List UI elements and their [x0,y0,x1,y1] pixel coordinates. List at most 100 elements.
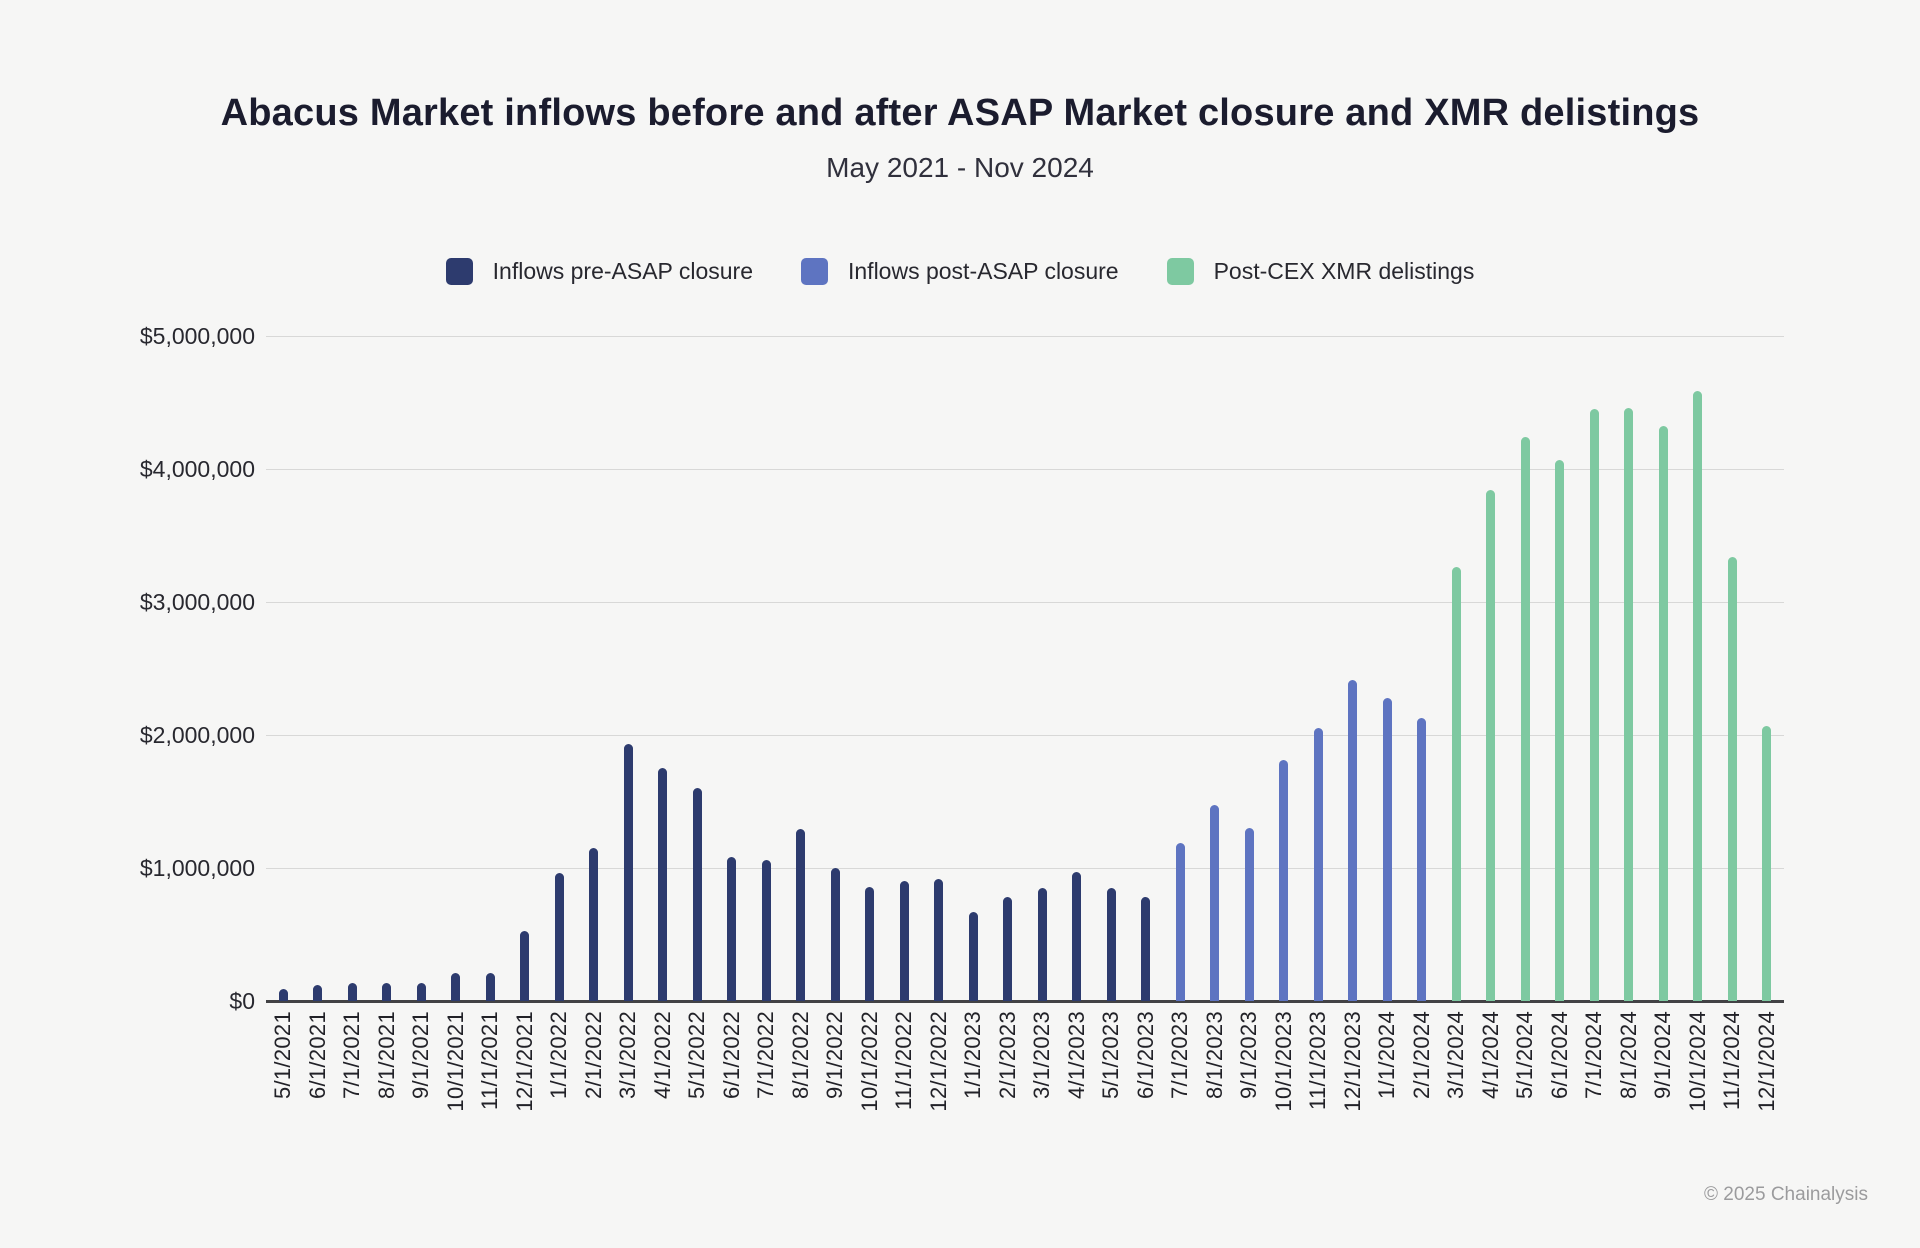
legend-swatch-pre-asap [445,258,473,285]
x-tick-12-1-2022: 12/1/2022 [926,1011,952,1141]
y-tick-label: $0 [229,988,255,1014]
x-tick-label: 4/1/2022 [649,1011,675,1100]
x-tick-4-1-2022: 4/1/2022 [650,1011,676,1141]
bar-12-1-2021 [520,930,530,1001]
x-tick-1-1-2022: 1/1/2022 [546,1011,572,1141]
x-tick-3-1-2022: 3/1/2022 [615,1011,641,1141]
x-tick-label: 2/1/2023 [994,1011,1020,1100]
legend-swatch-xmr-delistings [1166,258,1194,285]
bar-6-1-2022 [727,857,737,1001]
bar-12-1-2023 [1348,680,1358,1001]
x-tick-9-1-2024: 9/1/2024 [1650,1011,1676,1141]
x-tick-label: 6/1/2022 [718,1011,744,1100]
x-tick-11-1-2024: 11/1/2024 [1719,1011,1745,1141]
x-tick-5-1-2024: 5/1/2024 [1512,1011,1538,1141]
bar-10-1-2022 [865,886,875,1001]
x-tick-label: 10/1/2024 [1684,1011,1710,1112]
x-tick-label: 10/1/2023 [1270,1011,1296,1112]
x-tick-8-1-2024: 8/1/2024 [1616,1011,1642,1141]
x-tick-1-1-2023: 1/1/2023 [960,1011,986,1141]
x-tick-11-1-2022: 11/1/2022 [891,1011,917,1141]
x-tick-label: 12/1/2022 [925,1011,951,1112]
bar-4-1-2024 [1486,490,1496,1001]
x-tick-label: 7/1/2021 [339,1011,365,1100]
bar-1-1-2022 [554,873,564,1001]
bar-2-1-2022 [589,848,599,1001]
gridline-2m [266,735,1784,736]
x-tick-9-1-2023: 9/1/2023 [1236,1011,1262,1141]
legend-swatch-post-asap [801,258,828,285]
x-tick-label: 1/1/2022 [546,1011,572,1100]
x-tick-label: 11/1/2021 [477,1011,503,1110]
x-tick-6-1-2022: 6/1/2022 [719,1011,745,1141]
gridline-4m [266,469,1784,470]
x-tick-label: 1/1/2023 [960,1011,986,1100]
bar-4-1-2023 [1072,871,1082,1001]
bar-11-1-2023 [1313,728,1323,1001]
bar-2-1-2024 [1417,717,1427,1001]
x-tick-label: 2/1/2022 [580,1011,606,1100]
bar-7-1-2024 [1589,409,1599,1001]
chart-subtitle: May 2021 - Nov 2024 [826,152,1094,183]
x-tick-label: 12/1/2023 [1339,1011,1365,1112]
bar-1-1-2023 [968,911,978,1001]
bar-3-1-2023 [1037,887,1047,1001]
x-tick-9-1-2022: 9/1/2022 [822,1011,848,1141]
gridline-1m [266,868,1784,869]
bar-6-1-2021 [313,985,323,1001]
x-tick-8-1-2022: 8/1/2022 [788,1011,814,1141]
x-tick-label: 4/1/2023 [1063,1011,1089,1100]
x-tick-label: 12/1/2021 [511,1011,537,1112]
x-tick-6-1-2023: 6/1/2023 [1133,1011,1159,1141]
bar-10-1-2023 [1279,760,1289,1001]
x-tick-7-1-2022: 7/1/2022 [753,1011,779,1141]
copyright-notice: © 2025 Chainalysis [1704,1184,1868,1205]
x-tick-4-1-2024: 4/1/2024 [1478,1011,1504,1141]
legend-label-pre-asap: Inflows pre-ASAP closure [492,258,753,284]
y-tick-label: $4,000,000 [139,456,255,482]
x-tick-7-1-2023: 7/1/2023 [1167,1011,1193,1141]
legend-item-post-asap: Inflows post-ASAP closure [801,258,1119,285]
x-tick-label: 10/1/2021 [442,1011,468,1112]
x-tick-label: 3/1/2024 [1443,1011,1469,1100]
x-tick-6-1-2024: 6/1/2024 [1547,1011,1573,1141]
x-tick-10-1-2022: 10/1/2022 [857,1011,883,1141]
bar-3-1-2024 [1451,567,1461,1001]
x-tick-label: 7/1/2024 [1581,1011,1607,1100]
gridline-5m [266,336,1784,337]
x-tick-5-1-2021: 5/1/2021 [270,1011,296,1141]
x-tick-2-1-2024: 2/1/2024 [1409,1011,1435,1141]
bar-8-1-2021 [382,983,392,1001]
x-tick-3-1-2023: 3/1/2023 [1029,1011,1055,1141]
x-tick-label: 2/1/2024 [1408,1011,1434,1100]
x-tick-label: 12/1/2024 [1753,1011,1779,1112]
bar-7-1-2022 [761,860,771,1001]
x-tick-2-1-2022: 2/1/2022 [581,1011,607,1141]
legend-item-pre-asap: Inflows pre-ASAP closure [445,258,753,285]
bar-5-1-2024 [1520,437,1530,1001]
x-tick-7-1-2021: 7/1/2021 [339,1011,365,1141]
x-tick-label: 11/1/2023 [1305,1011,1331,1110]
bar-5-1-2022 [692,788,702,1001]
x-tick-label: 8/1/2021 [373,1011,399,1100]
y-tick-label: $2,000,000 [139,722,255,748]
gridline-3m [266,602,1784,603]
bar-8-1-2022 [796,829,806,1001]
x-tick-12-1-2024: 12/1/2024 [1754,1011,1780,1141]
x-tick-label: 1/1/2024 [1374,1011,1400,1100]
x-tick-label: 6/1/2024 [1546,1011,1572,1100]
x-tick-10-1-2024: 10/1/2024 [1685,1011,1711,1141]
x-tick-label: 5/1/2021 [270,1011,296,1100]
y-tick-label: $1,000,000 [139,855,255,881]
x-tick-12-1-2023: 12/1/2023 [1340,1011,1366,1141]
bar-3-1-2022 [623,744,633,1001]
bar-10-1-2021 [451,973,461,1001]
x-tick-label: 9/1/2024 [1650,1011,1676,1100]
x-tick-4-1-2023: 4/1/2023 [1064,1011,1090,1141]
bar-9-1-2023 [1244,828,1254,1001]
legend-item-xmr-delistings: Post-CEX XMR delistings [1166,258,1474,285]
bar-9-1-2024 [1658,426,1668,1001]
x-tick-6-1-2021: 6/1/2021 [305,1011,331,1141]
x-tick-8-1-2023: 8/1/2023 [1202,1011,1228,1141]
